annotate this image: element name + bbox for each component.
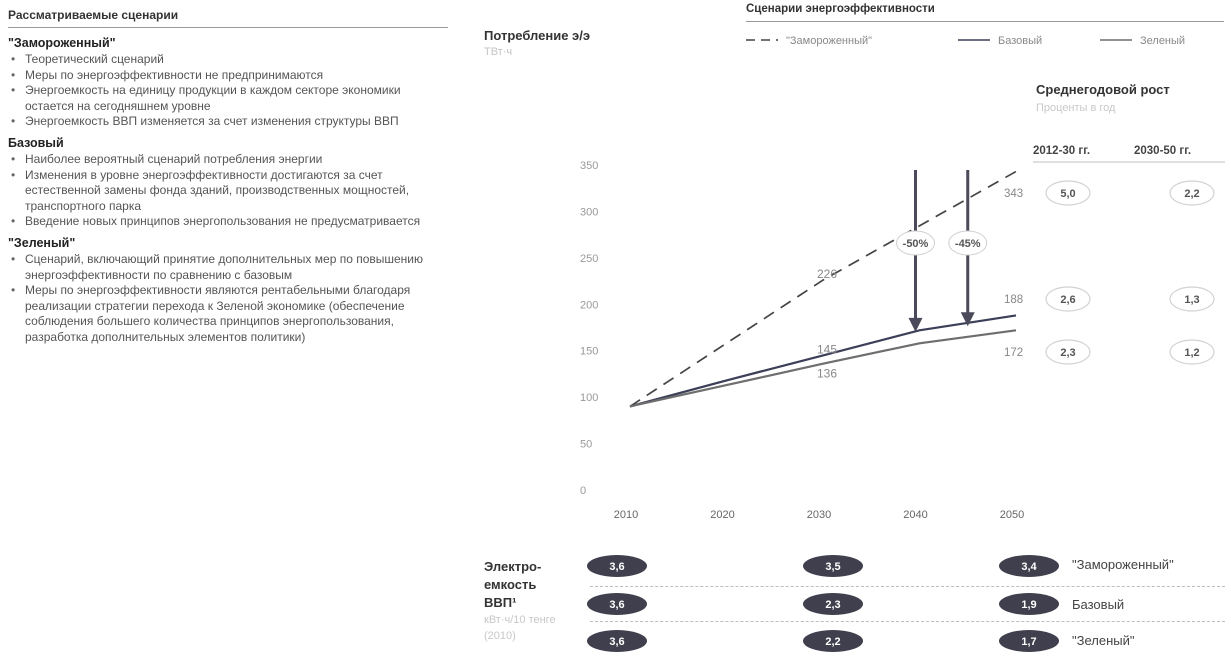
scenario-green: "Зеленый" Сценарий, включающий принятие … [8, 236, 448, 346]
scenario-title: "Замороженный" [8, 36, 116, 50]
y-tick-label: 250 [580, 253, 598, 265]
reduction-arrow-head [960, 312, 975, 327]
electro-capacity-value: 3,4 [1021, 561, 1037, 573]
reduction-badge [948, 230, 988, 256]
bullet-item: Введение новых принципов энергопользован… [8, 214, 448, 230]
point-label: 226 [817, 267, 837, 281]
growth-badge [1045, 339, 1091, 365]
end-value-label: 343 [1004, 188, 1023, 200]
scenario-bullets: Сценарий, включающий принятие дополнител… [8, 252, 448, 346]
electro-capacity-badge [999, 593, 1059, 615]
bullet-item: Энергоемкость на единицу продукции в каж… [8, 83, 448, 114]
y-tick-label: 300 [580, 206, 598, 218]
y-tick-label: 0 [580, 485, 586, 497]
reduction-badge [896, 230, 935, 256]
row-separator [590, 621, 1225, 622]
series-line [629, 314, 1017, 408]
scenario-frozen: "Замороженный" Теоретический сценарий Ме… [8, 36, 448, 130]
chart-title: Потребление э/э [484, 28, 591, 43]
growth-badge [1169, 286, 1215, 312]
point-label: 136 [817, 367, 837, 381]
electro-capacity-badge [803, 593, 863, 615]
scenario-title: Базовый [8, 135, 64, 150]
growth-badge [1169, 180, 1215, 206]
bullet-item: Меры по энергоэффективности являются рен… [8, 283, 448, 345]
bullet-item: Меры по энергоэффективности не предприни… [8, 68, 448, 84]
electro-capacity-value: 2,3 [825, 599, 840, 611]
electro-capacity-title: Электро-емкость ВВП¹ [484, 559, 542, 610]
bullet-item: Сценарий, включающий принятие дополнител… [8, 252, 448, 283]
growth-value: 2,2 [1184, 188, 1199, 200]
electro-capacity-badge [587, 593, 647, 615]
growth-badge [1169, 339, 1215, 365]
series-line [629, 170, 1017, 408]
electro-capacity-badge [999, 555, 1059, 577]
legend-entry: Базовый [998, 35, 1042, 47]
row-separator [590, 586, 1225, 587]
scenario-bullets: Наиболее вероятный сценарий потребления … [8, 152, 448, 230]
x-tick-label: 2040 [903, 509, 927, 521]
end-value-label: 188 [1004, 294, 1023, 306]
growth-title: Среднегодовой рост [1036, 82, 1170, 97]
electro-row-label: "Замороженный" [1072, 557, 1174, 572]
growth-value: 2,6 [1060, 294, 1075, 306]
bullet-item: Изменения в уровне энергоэффективности д… [8, 168, 448, 215]
x-tick-label: 2010 [614, 509, 638, 521]
electro-capacity-badge [999, 630, 1059, 652]
reduction-arrow-head [908, 317, 923, 332]
scenarios-header: Рассматриваемые сценарии [8, 8, 448, 28]
reduction-label: -50% [903, 238, 929, 250]
x-tick-label: 2020 [710, 509, 734, 521]
x-tick-label: 2050 [1000, 509, 1024, 521]
growth-value: 1,2 [1184, 347, 1199, 359]
y-tick-label: 200 [580, 299, 598, 311]
electro-capacity-value: 3,5 [825, 561, 840, 573]
growth-badge [1045, 180, 1091, 206]
y-tick-label: 150 [580, 346, 598, 358]
electro-row-label: Базовый [1072, 597, 1125, 612]
bullet-item: Наиболее вероятный сценарий потребления … [8, 152, 448, 168]
legend-entry: Зеленый [1140, 35, 1185, 47]
growth-value: 1,3 [1184, 294, 1199, 306]
legend-divider [746, 21, 1224, 22]
electro-capacity-badge [803, 555, 863, 577]
y-tick-label: 100 [580, 392, 598, 404]
growth-subtitle: Проценты в год [1036, 102, 1116, 114]
bullet-item: Теоретический сценарий [8, 52, 448, 68]
electro-capacity-value: 3,6 [609, 599, 624, 611]
scenario-bullets: Теоретический сценарий Меры по энергоэфф… [8, 52, 448, 130]
scenarios-panel: Рассматриваемые сценарии "Замороженный" … [8, 8, 448, 352]
legend-entry: "Замороженный" [786, 35, 872, 47]
end-value-label: 172 [1004, 347, 1023, 359]
growth-column-header: 2012-30 гг. [1033, 145, 1090, 157]
bullet-item: Энергоемкость ВВП изменяется за счет изм… [8, 114, 448, 130]
electro-capacity-value: 1,7 [1021, 636, 1036, 648]
y-tick-label: 350 [580, 160, 598, 172]
electro-capacity-value: 2,2 [825, 636, 840, 648]
growth-column-header: 2030-50 гг. [1134, 145, 1191, 157]
scenario-title: "Зеленый" [8, 235, 76, 250]
electro-capacity-badge [587, 555, 647, 577]
electro-row-label: "Зеленый" [1072, 633, 1135, 648]
reduction-label: -45% [955, 238, 981, 250]
series-line [629, 329, 1017, 408]
electro-capacity-value: 1,9 [1021, 599, 1036, 611]
electro-capacity-unit: кВт·ч/10 тенге (2010) [484, 614, 556, 642]
y-tick-label: 50 [580, 439, 592, 451]
growth-value: 5,0 [1060, 188, 1075, 200]
chart-subtitle: ТВт·ч [484, 46, 513, 58]
growth-badge [1045, 286, 1091, 312]
scenario-base: Базовый Наиболее вероятный сценарий потр… [8, 136, 448, 230]
electro-capacity-value: 3,6 [609, 561, 624, 573]
electro-capacity-badge [587, 630, 647, 652]
point-label: 145 [817, 342, 837, 356]
growth-value: 2,3 [1060, 347, 1075, 359]
x-tick-label: 2030 [807, 509, 831, 521]
electro-capacity-value: 3,6 [609, 636, 624, 648]
legend-title: Сценарии энергоэффективности [746, 3, 935, 15]
electro-capacity-badge [803, 630, 863, 652]
